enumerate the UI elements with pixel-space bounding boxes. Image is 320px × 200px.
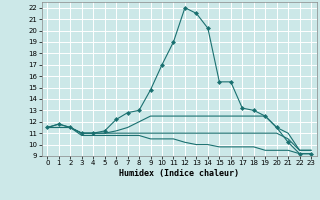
X-axis label: Humidex (Indice chaleur): Humidex (Indice chaleur) [119, 169, 239, 178]
